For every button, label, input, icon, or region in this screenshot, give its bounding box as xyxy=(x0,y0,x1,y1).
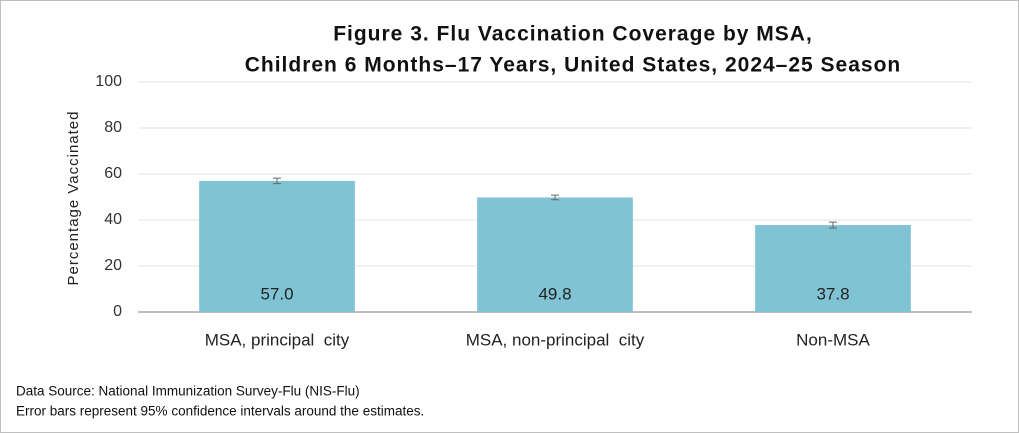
x-tick-label: MSA, non-principal city xyxy=(466,330,645,349)
bar xyxy=(477,197,633,312)
y-tick-label: 100 xyxy=(95,73,122,90)
error-bar xyxy=(273,177,281,185)
chart-title: Children 6 Months–17 Years, United State… xyxy=(245,54,902,77)
y-tick-label: 80 xyxy=(104,119,122,136)
y-tick-label: 0 xyxy=(113,303,122,320)
chart-title: Figure 3. Flu Vaccination Coverage by MS… xyxy=(333,23,813,46)
note: Error bars represent 95% confidence inte… xyxy=(16,404,424,419)
data-label: 57.0 xyxy=(260,284,293,303)
error-bar xyxy=(551,194,559,201)
bar xyxy=(199,180,355,312)
x-tick-label: MSA, principal city xyxy=(205,330,350,349)
y-axis-label: Percentage Vaccinated xyxy=(65,111,82,286)
y-tick-label: 40 xyxy=(104,211,122,228)
error-bar xyxy=(829,221,837,229)
data-label: 49.8 xyxy=(538,284,571,303)
x-tick-label: Non-MSA xyxy=(796,330,870,349)
y-tick-label: 60 xyxy=(104,165,122,182)
bar xyxy=(755,225,911,312)
data-label: 37.8 xyxy=(816,284,849,303)
y-tick-label: 20 xyxy=(104,257,122,274)
note: Data Source: National Immunization Surve… xyxy=(16,384,360,399)
